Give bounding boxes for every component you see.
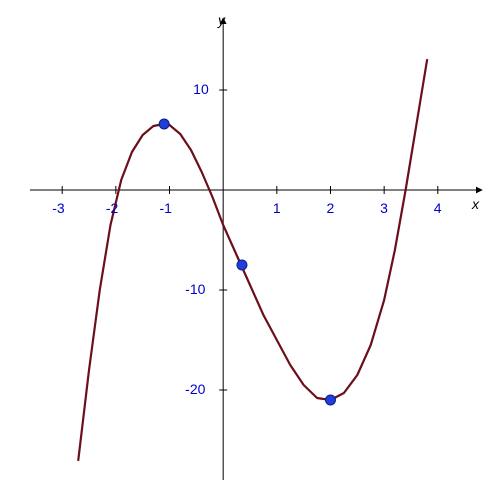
marker-point	[237, 260, 247, 270]
chart-canvas	[0, 0, 500, 500]
x-tick-label: -1	[160, 200, 172, 216]
marker-point	[325, 395, 335, 405]
x-tick-label: -3	[52, 200, 64, 216]
curve	[78, 60, 427, 460]
x-tick-label: 4	[434, 200, 442, 216]
y-axis-label: y	[218, 12, 225, 28]
y-tick-label: 10	[193, 81, 209, 97]
x-tick-label: 2	[326, 200, 334, 216]
x-tick-label: 3	[380, 200, 388, 216]
y-tick-label: -20	[185, 381, 205, 397]
y-tick-label: -10	[185, 281, 205, 297]
x-tick-label: 1	[273, 200, 281, 216]
x-axis-label: x	[472, 196, 479, 212]
cubic-chart: y x -3 -2 -1 1 2 3 4 10 -10 -20	[0, 0, 500, 500]
marker-point	[159, 119, 169, 129]
x-tick-label: -2	[106, 200, 118, 216]
